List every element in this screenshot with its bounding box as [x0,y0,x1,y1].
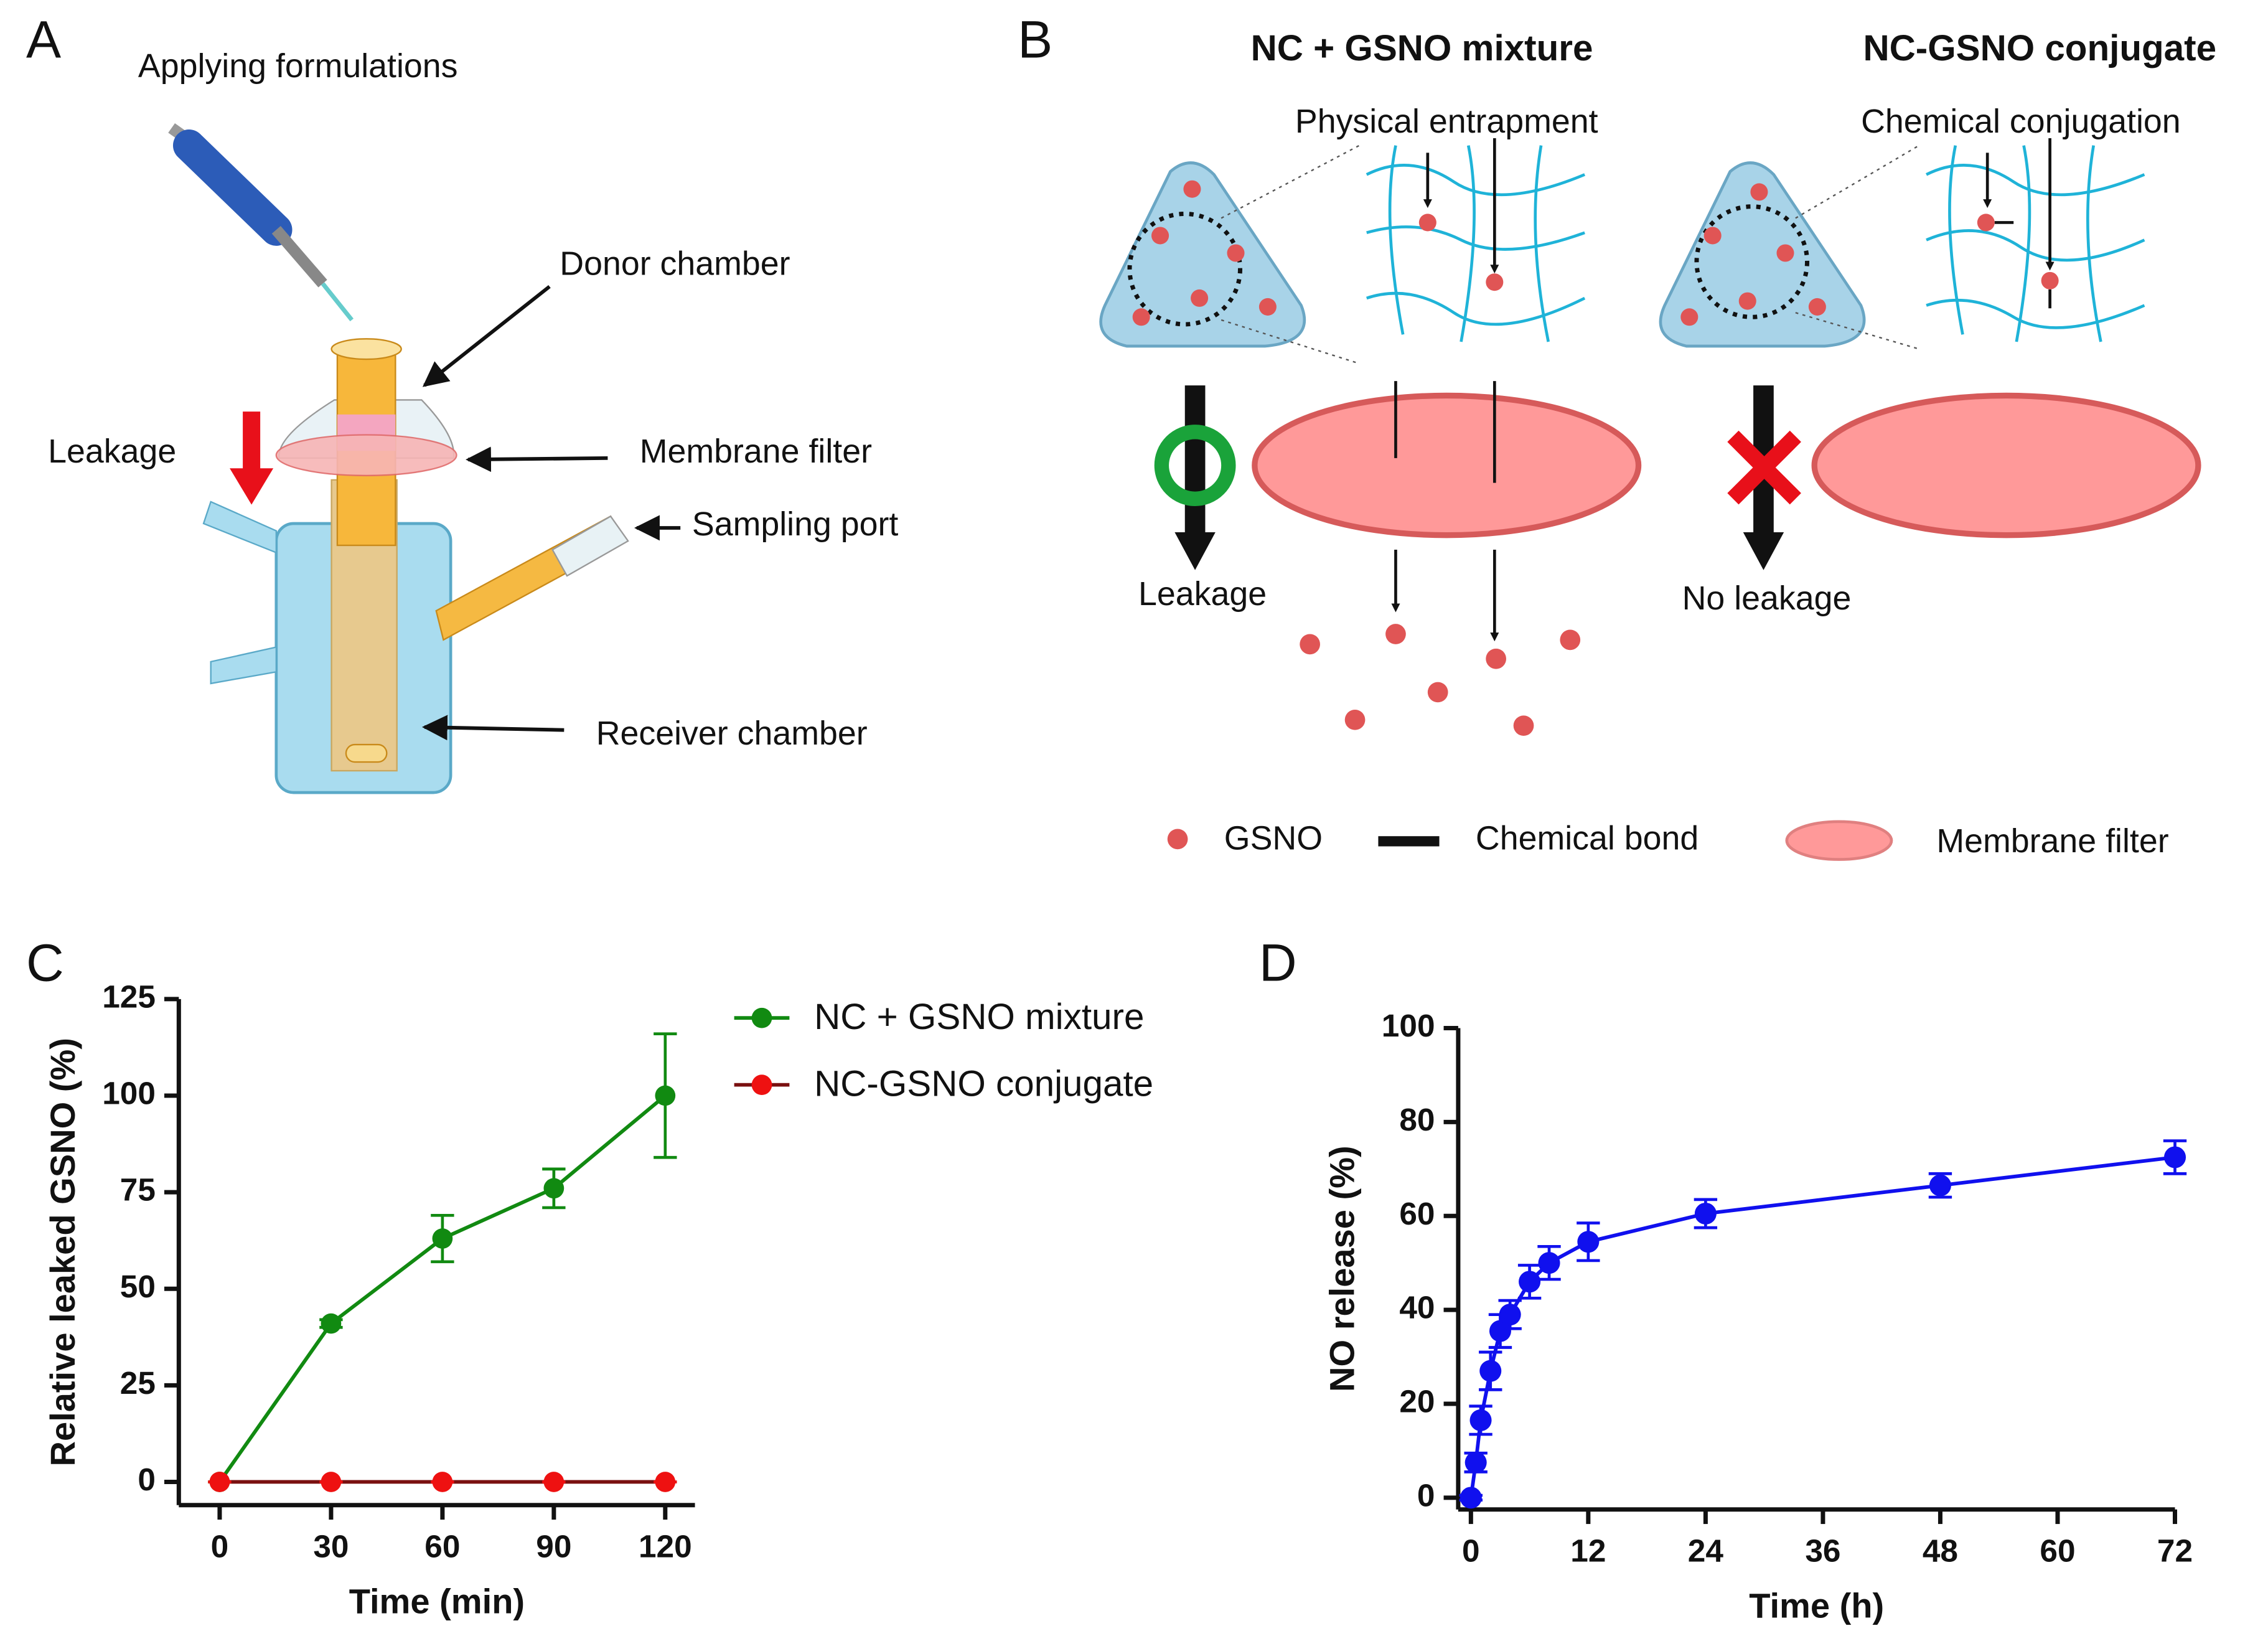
y-tick-label: 0 [138,1461,156,1497]
x-tick-label: 0 [1462,1532,1480,1568]
label: Sampling port [692,505,899,543]
x-tick-label: 0 [211,1528,229,1564]
network-mixture [1366,138,1586,342]
data-point [2163,1146,2186,1168]
data-point [432,1228,453,1249]
y-axis-label: NO release (%) [1323,1145,1362,1392]
y-tick-label: 75 [120,1172,156,1208]
y-tick-label: 125 [102,978,156,1014]
x-axis-label: Time (h) [1749,1586,1884,1625]
data-point [1489,1320,1511,1342]
panel-label: A [26,10,61,68]
membrane-mixture [1252,381,1642,642]
panel-b: B NC + GSNO mixture NC-GSNO conjugate Ph… [1018,10,2216,861]
network-conjugate [1926,138,2145,342]
nanocarrier-mixture [1099,144,1360,365]
x-tick-label: 12 [1570,1532,1606,1568]
series-line [1469,1155,2175,1498]
label: Leakage [1138,575,1267,613]
series-line [218,1094,667,1483]
data-point [1519,1271,1541,1293]
leaked-gsno [1300,624,1581,736]
data-point [321,1313,342,1334]
data-point [1694,1202,1717,1225]
legend-symbol [1167,829,1188,850]
data-point [1464,1451,1487,1474]
data-point [543,1178,565,1199]
x-tick-label: 24 [1688,1532,1724,1568]
arrow [421,715,565,741]
legend-label: GSNO [1224,819,1323,857]
x-tick-label: 120 [639,1528,692,1564]
pipette [168,123,354,322]
label: Receiver chamber [596,715,868,752]
x-tick-label: 60 [424,1528,460,1564]
y-tick-label: 80 [1399,1101,1435,1137]
label: Chemical conjugation [1861,103,2181,140]
y-tick-label: 40 [1399,1289,1435,1325]
data-point [543,1472,565,1492]
data-point [209,1472,230,1492]
data-point [321,1472,342,1492]
label: Physical entrapment [1295,103,1598,140]
y-axis-label: Relative leaked GSNO (%) [43,1038,82,1466]
data-point [1479,1360,1502,1382]
data-point [1538,1252,1560,1274]
nanocarrier-conjugate [1659,144,1919,350]
label: Applying formulations [138,47,458,85]
no-leak-arrow [1727,385,1801,570]
label: Membrane filter [640,433,872,470]
membrane-conjugate [1811,392,2201,538]
x-tick-label: 72 [2157,1532,2193,1568]
y-tick-label: 100 [102,1075,156,1111]
legend-marker [751,1074,772,1095]
label: Leakage [48,433,176,470]
apparatus [202,338,629,794]
y-tick-label: 25 [120,1365,156,1401]
label: Donor chamber [560,245,790,283]
arrow [466,446,608,472]
y-tick-label: 0 [1417,1477,1435,1513]
y-tick-label: 100 [1382,1007,1435,1043]
title: NC-GSNO conjugate [1863,28,2216,68]
data-point [1499,1304,1521,1326]
legend-label: Membrane filter [1936,822,2168,860]
label: No leakage [1682,580,1852,617]
legend-symbol [1785,820,1893,861]
data-point [1929,1174,1951,1196]
legend-symbol [1378,836,1440,847]
arrow [422,284,551,387]
panel-a: A Applying formulations Leakage Donor ch… [26,10,899,794]
data-point [1460,1487,1482,1509]
data-point [432,1472,453,1492]
leak-arrow [1154,385,1236,570]
x-tick-label: 36 [1805,1532,1840,1568]
legend-label: NC-GSNO conjugate [814,1063,1153,1104]
panel-label: C [26,934,64,992]
x-axis-label: Time (min) [349,1581,525,1620]
panel-label: D [1259,934,1297,992]
title: NC + GSNO mixture [1251,28,1593,68]
data-point [655,1472,676,1492]
legend-label: Chemical bond [1476,819,1699,857]
x-tick-label: 30 [313,1528,349,1564]
legend-label: NC + GSNO mixture [814,997,1144,1037]
data-point [1577,1231,1600,1253]
x-tick-label: 60 [2040,1532,2075,1568]
panel-label: B [1018,10,1052,68]
y-tick-label: 60 [1399,1195,1435,1231]
y-tick-label: 50 [120,1268,156,1304]
legend-marker [751,1007,772,1028]
x-tick-label: 90 [536,1528,571,1564]
data-point [655,1085,676,1106]
y-tick-label: 20 [1399,1383,1435,1419]
data-point [1469,1409,1492,1431]
x-tick-label: 48 [1923,1532,1958,1568]
